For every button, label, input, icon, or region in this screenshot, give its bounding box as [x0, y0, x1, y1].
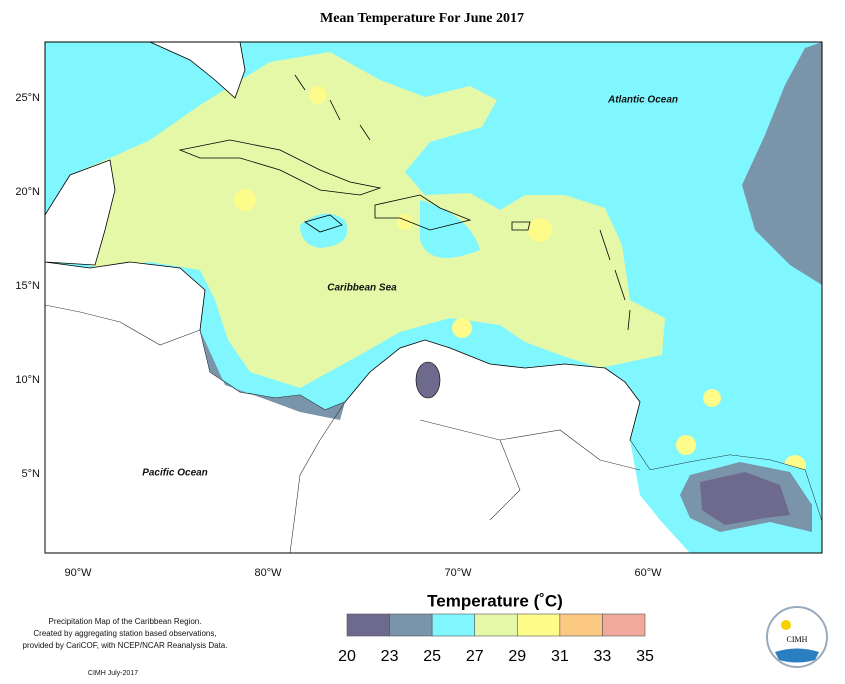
map-frame — [44, 41, 823, 554]
longitude-label: 70°W — [444, 567, 472, 579]
longitude-label: 60°W — [634, 567, 662, 579]
map-area: 25°N 20°N 15°N 10°N 5°N 90°W 80°W 70°W 6… — [15, 41, 823, 579]
latitude-label: 10°N — [15, 374, 40, 386]
legend-tick-label: 33 — [594, 648, 612, 665]
legend-swatch — [602, 613, 646, 637]
ocean-label: Atlantic Ocean — [607, 95, 678, 106]
land — [45, 42, 116, 266]
legend-tick-label: 27 — [466, 648, 484, 665]
latitude-label: 15°N — [15, 280, 40, 292]
credit: CIMH July-2017 — [88, 670, 138, 677]
temperature-zone — [700, 472, 790, 525]
legend-swatch — [516, 613, 561, 637]
note: Precipitation Map of the Caribbean Regio… — [49, 617, 202, 626]
legend-tick-label: 31 — [551, 648, 569, 665]
latitude-label: 5°N — [22, 468, 41, 480]
temperature-zone — [45, 52, 665, 388]
legend-tick-label: 29 — [508, 648, 526, 665]
longitude-label: 90°W — [64, 567, 92, 579]
legend: Temperature (˚C) 20 23 25 27 29 31 33 35 — [338, 591, 654, 665]
sea-label: Caribbean Sea — [327, 283, 397, 294]
legend-swatch — [431, 613, 476, 637]
legend-swatch — [474, 613, 518, 637]
legend-tick-label: 25 — [423, 648, 441, 665]
note: Created by aggregating station based obs… — [33, 629, 216, 638]
warm-spots — [234, 86, 806, 477]
map-title: Mean Temperature For June 2017 — [320, 11, 524, 26]
latitude-label: 20°N — [15, 186, 40, 198]
legend-tick-label: 20 — [338, 648, 356, 665]
land — [149, 42, 246, 99]
island — [294, 74, 631, 331]
temperature-zone — [742, 42, 822, 285]
logo-sun — [781, 620, 791, 630]
temperature-zone — [420, 200, 480, 258]
island — [304, 194, 531, 233]
legend-tick-label: 35 — [636, 648, 654, 665]
legend-swatch — [559, 613, 603, 637]
legend-tick-label: 23 — [381, 648, 399, 665]
legend-swatch — [346, 613, 390, 637]
logo-text: CIMH — [787, 635, 808, 644]
legend-title: Temperature (˚C) — [427, 591, 563, 610]
island — [178, 139, 382, 196]
border — [45, 304, 641, 553]
lake — [415, 361, 441, 399]
latitude-label: 25°N — [15, 92, 40, 104]
temperature-zone — [200, 330, 345, 420]
note: provided by CariCOF, with NCEP/NCAR Rean… — [23, 641, 228, 650]
legend-swatch — [389, 613, 433, 637]
ocean-label: Pacific Ocean — [142, 468, 208, 479]
logo-wave — [775, 648, 819, 663]
longitude-label: 80°W — [254, 567, 282, 579]
logo: CIMH — [766, 606, 828, 668]
